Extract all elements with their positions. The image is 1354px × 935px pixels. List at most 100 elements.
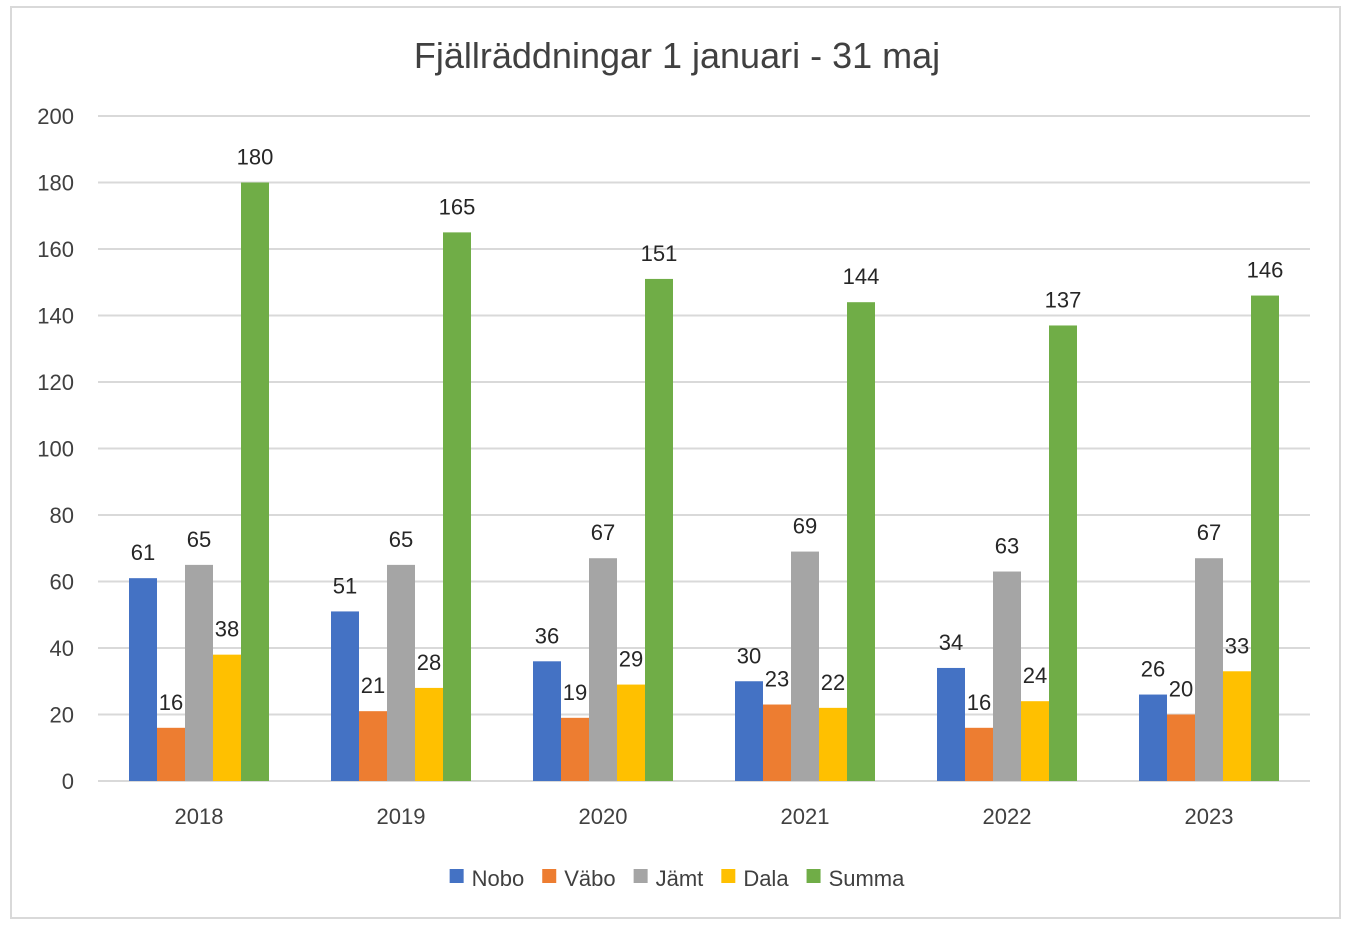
bar: [359, 711, 387, 781]
bar: [387, 564, 415, 781]
bar: [819, 707, 847, 781]
legend-item: Dala: [721, 866, 789, 891]
data-label: 67: [1197, 520, 1221, 545]
legend-item: Väbo: [542, 866, 616, 891]
chart-title: Fjällräddningar 1 januari - 31 maj: [414, 35, 940, 76]
data-label: 26: [1141, 657, 1165, 682]
data-label: 29: [619, 647, 643, 672]
legend-swatch: [633, 869, 648, 883]
data-label: 30: [737, 643, 761, 668]
bar: [157, 727, 185, 781]
data-label: 65: [389, 527, 413, 552]
bars: [129, 182, 1279, 781]
legend: Nobo Väbo Jämt Dala Summa: [449, 866, 906, 891]
bar: [847, 302, 875, 781]
data-label: 69: [793, 514, 817, 539]
bar: [791, 551, 819, 781]
data-label: 165: [439, 194, 476, 219]
data-label: 61: [131, 540, 155, 565]
data-label: 63: [995, 534, 1019, 559]
bar: [443, 232, 471, 781]
bar: [185, 564, 213, 781]
legend-label: Nobo: [472, 866, 525, 891]
legend-swatch: [449, 869, 464, 883]
bar: [213, 654, 241, 781]
y-tick-label: 0: [62, 769, 74, 794]
x-tick-label: 2018: [175, 804, 224, 829]
bar: [589, 558, 617, 781]
bar: [645, 278, 673, 781]
x-tick-label: 2020: [579, 804, 628, 829]
legend-swatch: [806, 869, 821, 883]
data-label: 137: [1045, 287, 1082, 312]
data-label: 19: [563, 680, 587, 705]
bar: [937, 667, 965, 781]
x-tick-label: 2021: [781, 804, 830, 829]
data-label: 51: [333, 573, 357, 598]
data-label: 22: [821, 670, 845, 695]
y-tick-label: 100: [37, 437, 74, 462]
bar: [1223, 671, 1251, 781]
bar: [1251, 295, 1279, 781]
bar: [129, 578, 157, 781]
data-label: 23: [765, 667, 789, 692]
y-tick-label: 200: [37, 104, 74, 129]
data-label: 36: [535, 623, 559, 648]
bar: [735, 681, 763, 781]
data-label: 180: [237, 145, 274, 170]
bar: [331, 611, 359, 781]
data-label: 34: [939, 630, 963, 655]
bar: [965, 727, 993, 781]
legend-item: Jämt: [633, 866, 704, 891]
data-label: 144: [843, 264, 880, 289]
y-tick-label: 80: [50, 503, 74, 528]
bar: [1021, 701, 1049, 781]
data-label: 28: [417, 650, 441, 675]
x-tick-label: 2023: [1185, 804, 1234, 829]
data-label: 24: [1023, 663, 1047, 688]
bar: [1167, 714, 1195, 781]
y-tick-label: 120: [37, 370, 74, 395]
bar: [617, 684, 645, 781]
y-axis-ticks: 0 20 40 60 80 100 120 140 160 180 200: [37, 104, 74, 794]
legend-item: Nobo: [449, 866, 525, 891]
legend-swatch: [721, 869, 736, 883]
legend-label: Jämt: [656, 866, 704, 891]
data-label: 38: [215, 617, 239, 642]
bar: [1195, 558, 1223, 781]
y-tick-label: 140: [37, 304, 74, 329]
y-tick-label: 40: [50, 636, 74, 661]
data-label: 151: [641, 241, 678, 266]
y-tick-label: 60: [50, 570, 74, 595]
x-tick-label: 2022: [983, 804, 1032, 829]
legend-swatch: [542, 869, 557, 883]
bar: [561, 717, 589, 781]
bar: [1139, 694, 1167, 781]
legend-label: Väbo: [564, 866, 615, 891]
data-label: 65: [187, 527, 211, 552]
bar: [1049, 325, 1077, 781]
y-tick-label: 180: [37, 171, 74, 196]
x-tick-label: 2019: [377, 804, 426, 829]
data-label: 16: [159, 690, 183, 715]
legend-label: Dala: [743, 866, 789, 891]
legend-item: Summa: [806, 866, 906, 891]
data-label: 20: [1169, 677, 1193, 702]
bar: [533, 661, 561, 781]
bar: [241, 182, 269, 781]
data-label: 33: [1225, 633, 1249, 658]
x-axis-ticks: 2018 2019 2020 2021 2022 2023: [175, 804, 1234, 829]
data-label: 21: [361, 673, 385, 698]
data-label: 67: [591, 520, 615, 545]
y-tick-label: 20: [50, 703, 74, 728]
data-label: 16: [967, 690, 991, 715]
bar: [415, 687, 443, 781]
data-label: 146: [1247, 258, 1284, 283]
bar: [763, 704, 791, 781]
y-tick-label: 160: [37, 237, 74, 262]
legend-label: Summa: [829, 866, 906, 891]
gridlines: [98, 115, 1310, 782]
bar: [993, 571, 1021, 781]
